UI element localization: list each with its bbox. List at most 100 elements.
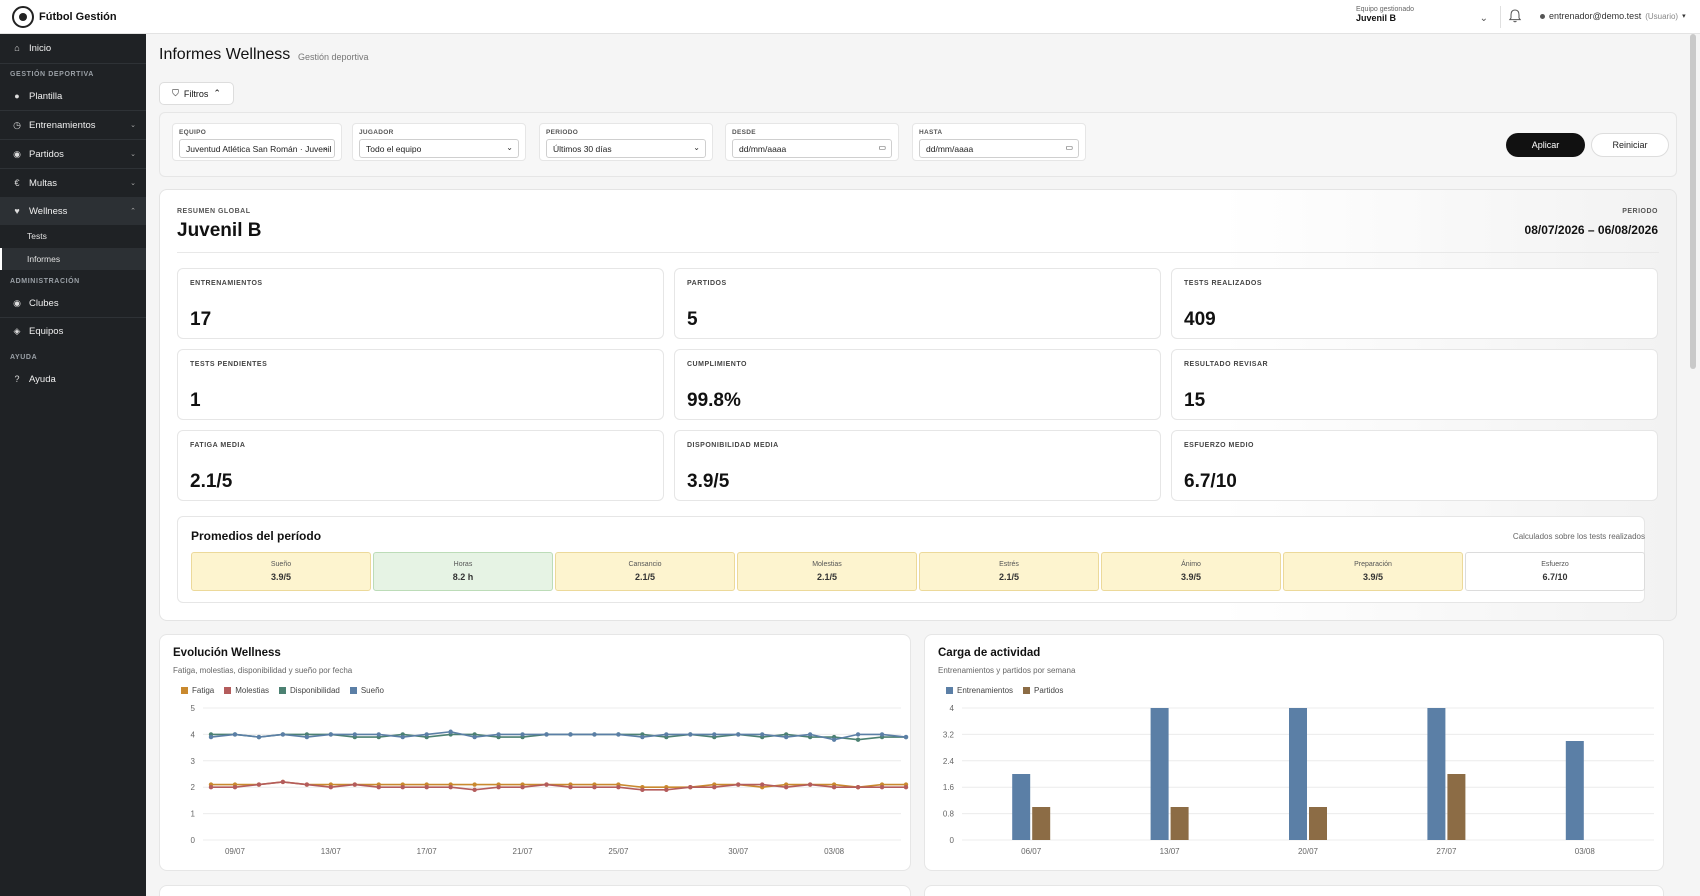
reset-button[interactable]: Reiniciar	[1591, 133, 1669, 157]
euro-icon: €	[14, 178, 20, 188]
sidebar-item-label: Inicio	[29, 42, 52, 54]
data-point	[879, 785, 885, 790]
data-point	[903, 785, 909, 790]
hasta-placeholder: dd/mm/aaaa	[926, 144, 974, 154]
average-name: Estrés	[999, 561, 1019, 568]
filters-toggle-button[interactable]: ⛉ Filtros ⌃	[159, 82, 234, 105]
data-point	[472, 782, 477, 787]
data-point	[807, 732, 813, 737]
home-icon: ⌂	[14, 43, 20, 53]
help-icon: ?	[14, 374, 20, 384]
data-point	[855, 732, 861, 737]
x-tick-label: 21/07	[513, 847, 534, 856]
calendar-icon[interactable]: ▭	[878, 143, 886, 152]
average-value: 8.2 h	[452, 572, 474, 582]
series-line-sueño	[210, 730, 907, 741]
user-menu[interactable]: entrenador@demo.test (Usuario) ▾	[1540, 11, 1686, 21]
y-tick-label: 2	[191, 783, 196, 792]
periodo-select[interactable]: Últimos 30 días ⌄	[546, 139, 706, 158]
scrollbar[interactable]	[1690, 34, 1696, 369]
equipo-select[interactable]: Juventud Atlética San Román · Juvenil B …	[179, 139, 335, 158]
sidebar-item-informes[interactable]: Informes	[0, 248, 146, 270]
average-value: 2.1/5	[816, 572, 838, 582]
sidebar-item-tests[interactable]: Tests	[0, 225, 146, 247]
filter-label: JUGADOR	[359, 129, 394, 136]
data-point	[688, 732, 693, 737]
sidebar-item-entrenamientos[interactable]: ◷ Entrenamientos ⌄	[0, 111, 146, 139]
bar-entrenamientos	[1289, 708, 1307, 840]
average-name: Preparación	[1354, 561, 1392, 568]
filter-hasta: HASTA dd/mm/aaaa ▭	[912, 123, 1086, 161]
legend-label: Molestias	[235, 686, 270, 695]
sidebar-item-inicio[interactable]: ⌂ Inicio	[0, 34, 146, 62]
data-point	[520, 785, 525, 790]
legend-label: Partidos	[1034, 686, 1064, 695]
kpi-label: DISPONIBILIDAD MEDIA	[687, 442, 779, 449]
calendar-icon[interactable]: ▭	[1065, 143, 1073, 152]
legend-item[interactable]: Fatiga	[181, 686, 214, 695]
legend-item[interactable]: Sueño	[349, 686, 384, 695]
data-point	[855, 737, 861, 742]
average-item: Molestias 2.1/5	[737, 552, 917, 591]
data-point	[472, 787, 477, 793]
data-point	[760, 732, 765, 737]
data-point	[544, 732, 549, 737]
filter-icon: ⛉	[172, 88, 179, 98]
sidebar-item-ayuda[interactable]: ? Ayuda	[0, 365, 146, 393]
legend-item[interactable]: Entrenamientos	[946, 686, 1013, 695]
legend-label: Entrenamientos	[957, 686, 1014, 695]
sidebar-item-multas[interactable]: € Multas ⌄	[0, 169, 146, 197]
bar-entrenamientos	[1427, 708, 1446, 840]
sidebar-item-label: Entrenamientos	[29, 119, 96, 131]
x-tick-label: 13/07	[1160, 847, 1181, 856]
data-point	[280, 732, 286, 737]
bar-partidos	[1170, 807, 1189, 840]
brand[interactable]: Fútbol Gestión	[12, 6, 117, 28]
section-admin: ADMINISTRACIÓN	[10, 278, 80, 285]
team-selector[interactable]: Equipo gestionado Juvenil B ⌄	[1356, 6, 1488, 28]
x-tick-label: 13/07	[321, 847, 342, 856]
chart-subtitle: Fatiga, molestias, disponibilidad y sueñ…	[173, 666, 353, 675]
bar-entrenamientos	[1150, 708, 1169, 840]
filters-button-label: Filtros	[183, 88, 209, 99]
legend-item[interactable]: Partidos	[1023, 686, 1063, 695]
data-point	[736, 732, 741, 737]
data-point	[400, 785, 405, 790]
data-point	[424, 785, 429, 790]
chart-legend: Fatiga Molestias Disponibilidad Sueño	[181, 686, 384, 695]
sidebar-item-label: Equipos	[29, 325, 64, 337]
legend-swatch	[279, 687, 287, 694]
data-point	[544, 782, 549, 787]
legend-item[interactable]: Molestias	[224, 686, 269, 695]
period-label: PERIODO	[1622, 208, 1658, 215]
data-point	[352, 732, 357, 737]
sidebar-item-clubes[interactable]: ◉ Clubes	[0, 289, 146, 317]
sidebar-item-partidos[interactable]: ◉ Partidos ⌄	[0, 140, 146, 168]
data-point	[903, 734, 909, 740]
jugador-select[interactable]: Todo el equipo ⌄	[359, 139, 519, 158]
chevron-down-icon: ⌄	[506, 143, 513, 152]
data-point	[328, 785, 334, 790]
data-point	[424, 732, 429, 737]
kpi-card: PARTIDOS 5	[674, 268, 1161, 339]
sidebar-item-equipos[interactable]: ◈ Equipos	[0, 317, 146, 345]
kpi-value: 1	[190, 390, 201, 411]
page-title: Informes Wellness	[159, 46, 291, 63]
periodo-select-value: Últimos 30 días	[553, 144, 612, 154]
data-point	[376, 732, 381, 737]
kpi-value: 17	[190, 309, 212, 330]
sidebar-item-plantilla[interactable]: ● Plantilla	[0, 82, 146, 110]
data-point	[448, 785, 453, 790]
sidebar-item-wellness[interactable]: ♥ Wellness ⌃	[0, 197, 146, 225]
summary-label: RESUMEN GLOBAL	[177, 208, 251, 215]
data-point	[760, 782, 765, 787]
bell-icon[interactable]	[1508, 8, 1522, 24]
y-tick-label: 1.6	[943, 783, 955, 792]
filters-panel: EQUIPO Juventud Atlética San Román · Juv…	[159, 112, 1677, 177]
sidebar-item-label: Ayuda	[29, 373, 56, 385]
average-name: Ánimo	[1181, 561, 1201, 568]
desde-date-input[interactable]: dd/mm/aaaa ▭	[732, 139, 892, 158]
legend-item[interactable]: Disponibilidad	[279, 686, 340, 695]
hasta-date-input[interactable]: dd/mm/aaaa ▭	[919, 139, 1079, 158]
apply-button[interactable]: Aplicar	[1506, 133, 1585, 157]
